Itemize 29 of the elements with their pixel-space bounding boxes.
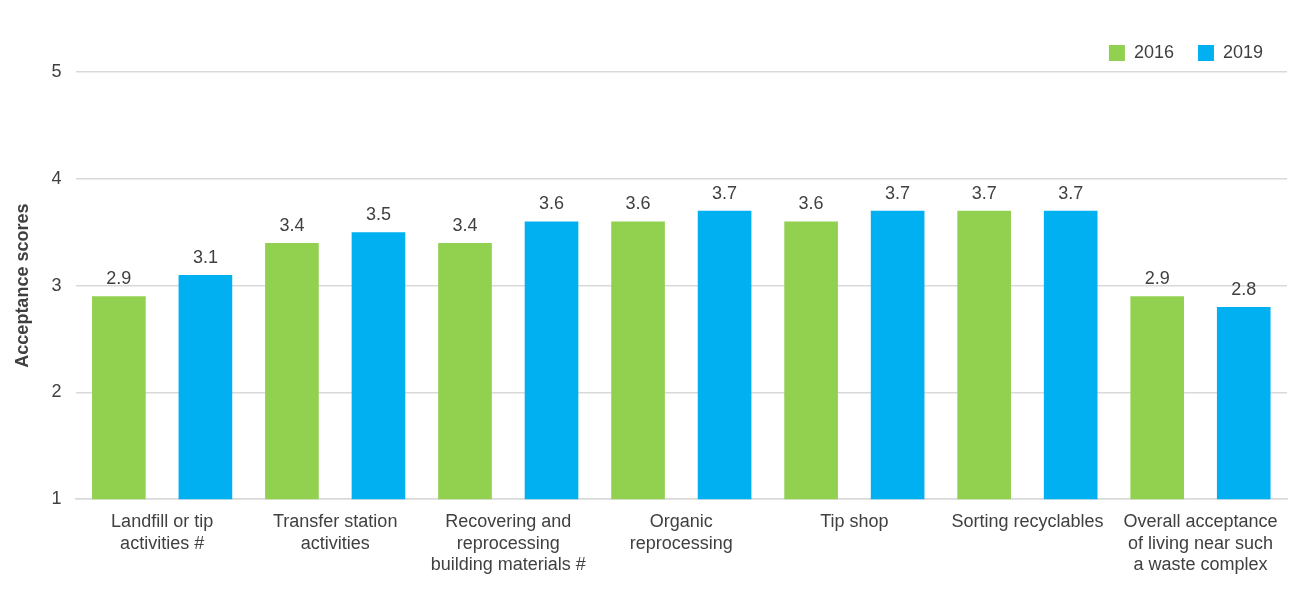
data-label: 3.7: [1058, 182, 1084, 203]
x-tick-label: Organic reprocessing: [629, 510, 733, 553]
data-label: 2.9: [1144, 268, 1170, 289]
data-label: 2.8: [1231, 278, 1257, 299]
y-axis-title: Acceptance scores: [11, 203, 32, 368]
data-label: 3.1: [192, 246, 218, 267]
y-tick-label: 2: [51, 381, 62, 402]
y-tick-label: 5: [51, 60, 62, 81]
data-label: 2.9: [106, 268, 132, 289]
x-tick-label: Landfill or tip activities #: [111, 510, 214, 553]
data-label: 3.6: [539, 193, 565, 214]
data-label: 3.6: [625, 193, 651, 214]
y-tick-label: 4: [51, 167, 62, 188]
legend-label: 2019: [1222, 41, 1263, 62]
y-tick-label: 3: [51, 274, 62, 295]
x-tick-label: Sorting recyclables: [951, 510, 1104, 531]
data-label: 3.6: [798, 193, 824, 214]
data-label: 3.7: [971, 182, 997, 203]
y-tick-label: 1: [51, 488, 62, 509]
data-label: 3.5: [365, 204, 391, 225]
legend-label: 2016: [1133, 41, 1174, 62]
data-label: 3.7: [885, 182, 911, 203]
x-tick-label: Transfer station activities: [273, 510, 398, 553]
data-label: 3.4: [279, 214, 305, 235]
x-tick-label: Tip shop: [820, 510, 889, 531]
x-tick-label: Overall acceptance of living near such a waste complex: [1123, 510, 1278, 575]
data-label: 3.4: [452, 214, 478, 235]
data-label: 3.7: [712, 182, 738, 203]
x-tick-label: Recovering and reprocessing building materials #: [430, 510, 586, 575]
